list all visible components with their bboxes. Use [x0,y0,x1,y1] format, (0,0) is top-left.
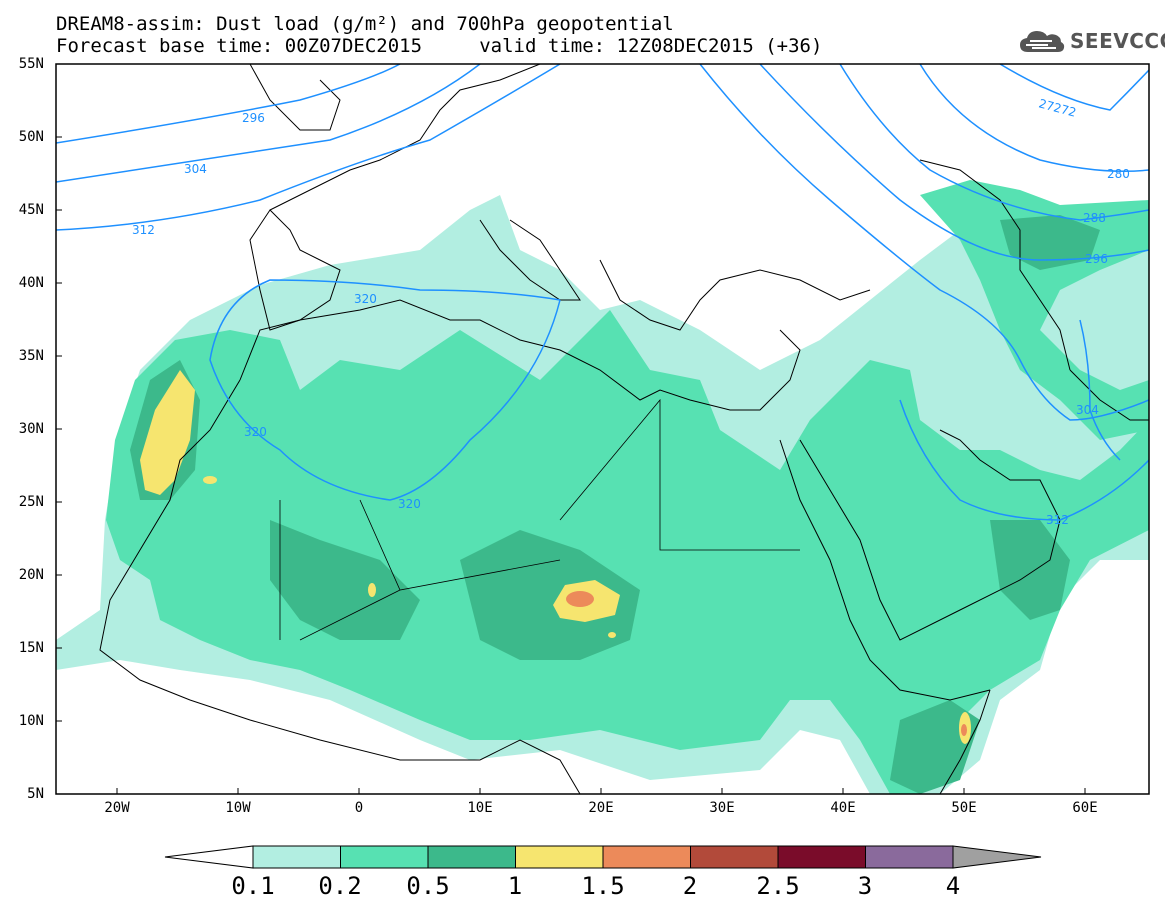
lon-label: 50E [951,800,977,816]
dust-area-high [270,520,420,640]
colorbar-label: 1 [507,872,523,900]
lat-label: 55N [18,56,44,72]
contour-line [56,64,401,144]
dust-area-max [566,591,594,607]
lat-label: 45N [18,202,44,218]
dust-area-mid [106,310,1149,794]
dust-area-peak [608,632,616,638]
colorbar-segment [427,845,516,869]
geopotential-contours [56,64,1149,521]
colorbar-label: 4 [945,872,961,900]
lat-label: 25N [18,494,44,510]
contour-line [999,64,1149,111]
lon-label: 0 [354,800,364,816]
lon-label: 60E [1072,800,1098,816]
map-title-line2: Forecast base time: 00Z07DEC2015 valid t… [56,35,823,57]
contour-label: 288 [1083,211,1106,225]
colorbar-label: 0.5 [406,872,450,900]
contour-line [56,64,481,183]
map-title-line1: DREAM8-assim: Dust load (g/m²) and 700hP… [56,13,674,35]
contour-label: 320 [398,497,421,511]
axis-ticks [56,63,1086,795]
colorbar-label: 2.5 [756,872,800,900]
contour-line [759,64,1149,261]
colorbar [164,845,1042,869]
britain-coast [249,64,341,131]
lon-label: 10E [467,800,493,816]
dust-area-high [1000,215,1100,270]
red-sea-coast [779,439,991,701]
dust-area-high [460,530,640,660]
dust-area-high [990,520,1070,620]
lat-label: 15N [18,640,44,656]
arabia-coast [799,429,1061,641]
colorbar-label: 0.1 [231,872,275,900]
lon-label: 10W [225,800,251,816]
lon-label: 20E [588,800,614,816]
contour-label: 312 [1046,513,1069,527]
contour-line [1079,319,1121,461]
italy-coast [479,219,581,301]
lat-label: 40N [18,275,44,291]
colorbar-label: 0.2 [318,872,362,900]
contour-label: 280 [1107,167,1130,181]
contour-label: 296 [242,111,265,125]
colorbar-label: 3 [857,872,873,900]
contour-line [919,64,1149,172]
colorbar-segment [690,845,779,869]
colorbar-segment [340,845,429,869]
lat-label: 35N [18,348,44,364]
dust-area-peak [140,370,195,495]
contour-label: 320 [244,425,267,439]
logo-text: SEEVCCC [1070,29,1165,53]
balkan-turkey-coast [599,259,871,331]
dust-area-peak [203,476,217,484]
contour-line [699,64,1149,421]
country-borders [279,398,800,641]
colorbar-label: 2 [682,872,698,900]
colorbar-arrow-right [952,845,1042,869]
lat-label: 5N [27,786,44,802]
dust-load-field [56,180,1149,794]
coastlines [99,64,1149,794]
lat-label: 20N [18,567,44,583]
colorbar-segment [252,845,341,869]
colorbar-arrow-left [164,845,254,869]
north-africa-coast [239,299,801,411]
lat-label: 50N [18,129,44,145]
lon-label: 30E [709,800,735,816]
persia-coast [1069,369,1149,421]
colorbar-segment [865,845,954,869]
contour-label: 296 [1085,252,1108,266]
colorbar-segment [777,845,866,869]
dust-area-peak [368,583,376,597]
europe-coast [269,64,541,211]
contour-label: 304 [184,162,207,176]
west-africa-coast [99,379,581,794]
horn-coast [939,689,991,794]
lon-label: 40E [830,800,856,816]
colorbar-segment [602,845,691,869]
colorbar-label: 1.5 [581,872,625,900]
iberia-coast [249,209,341,331]
dust-area-max [961,724,967,736]
contour-label: 304 [1076,403,1099,417]
contour-label: 320 [354,292,377,306]
contour-line [899,399,1149,521]
dust-area-high [890,700,980,794]
colorbar-segment [515,845,604,869]
lat-label: 10N [18,713,44,729]
contour-line [209,279,561,501]
contour-line [839,64,1149,221]
contour-line [56,64,561,231]
lon-label: 20W [104,800,130,816]
caspian-coast [919,159,1071,371]
contour-label: 312 [132,223,155,237]
seevccc-logo: SEEVCCC [1018,28,1165,54]
cloud-icon [1020,31,1065,52]
lat-label: 30N [18,421,44,437]
